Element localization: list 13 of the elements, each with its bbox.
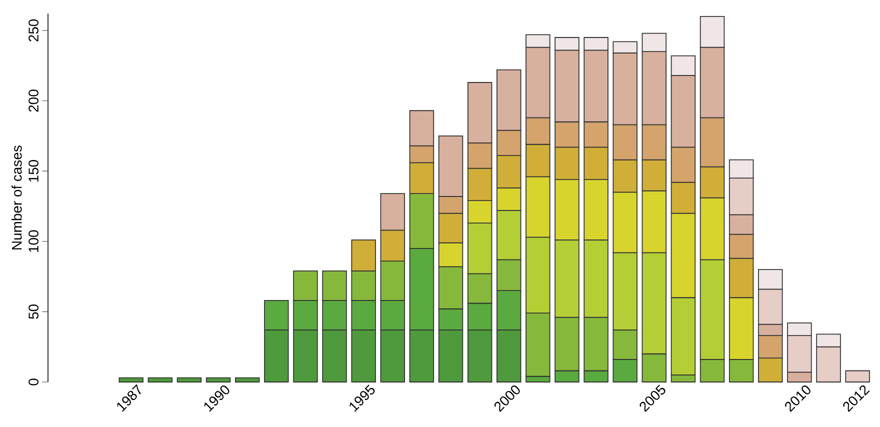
- y-tick-label: 50: [28, 304, 38, 319]
- y-tick-label: 0: [28, 378, 38, 386]
- bar: [176, 377, 202, 382]
- bar: [234, 377, 260, 382]
- bar: [118, 377, 144, 382]
- bar: [148, 377, 173, 382]
- y-axis-title: Number of cases: [12, 146, 22, 250]
- bar: [206, 377, 231, 382]
- y-tick-label: 200: [28, 90, 38, 112]
- y-tick-label: 100: [28, 230, 38, 252]
- y-tick-label: 150: [28, 160, 38, 182]
- bar: [845, 370, 870, 382]
- y-tick-label: 250: [28, 19, 38, 42]
